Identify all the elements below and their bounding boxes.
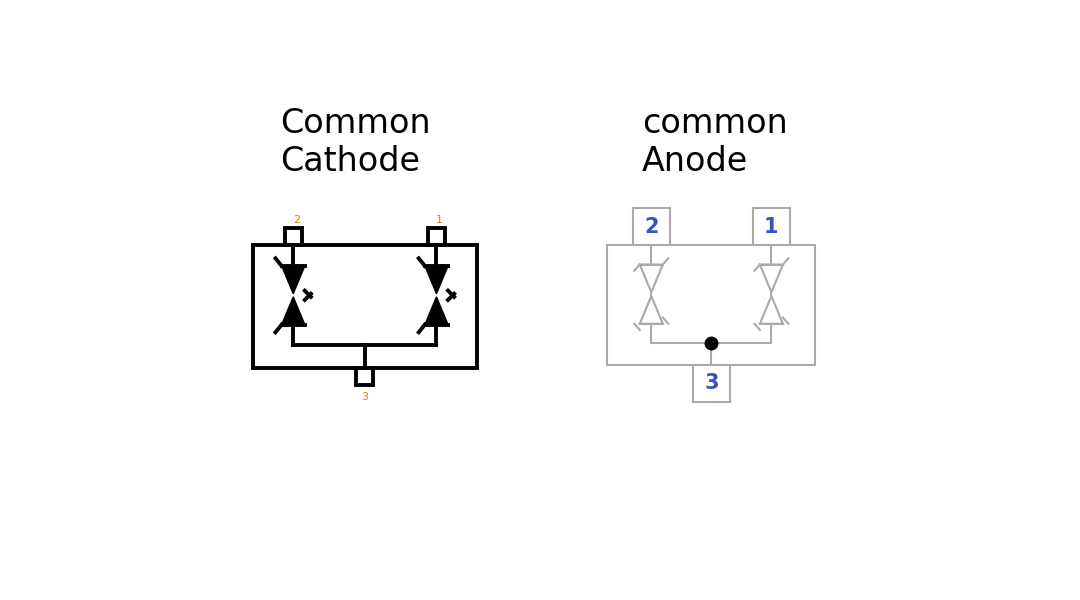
Text: 2: 2 bbox=[644, 217, 659, 237]
Bar bbox=[693, 365, 730, 401]
Text: 3: 3 bbox=[362, 392, 368, 401]
Text: 3: 3 bbox=[704, 373, 718, 393]
Text: common
Anode: common Anode bbox=[642, 107, 787, 178]
Polygon shape bbox=[760, 296, 783, 324]
Bar bbox=[356, 368, 374, 385]
Bar bbox=[753, 208, 789, 245]
Polygon shape bbox=[424, 297, 448, 325]
Bar bbox=[285, 229, 301, 245]
Bar bbox=[253, 245, 476, 368]
Polygon shape bbox=[760, 265, 783, 292]
Text: 2: 2 bbox=[293, 215, 300, 225]
Bar bbox=[607, 245, 815, 365]
Bar bbox=[428, 229, 445, 245]
Polygon shape bbox=[424, 266, 448, 294]
Polygon shape bbox=[639, 296, 663, 324]
Bar bbox=[633, 208, 670, 245]
Polygon shape bbox=[639, 265, 663, 292]
Polygon shape bbox=[282, 266, 305, 294]
Text: Common
Cathode: Common Cathode bbox=[280, 107, 431, 178]
Text: 1: 1 bbox=[436, 215, 443, 225]
Polygon shape bbox=[282, 297, 305, 325]
Text: 1: 1 bbox=[765, 217, 779, 237]
